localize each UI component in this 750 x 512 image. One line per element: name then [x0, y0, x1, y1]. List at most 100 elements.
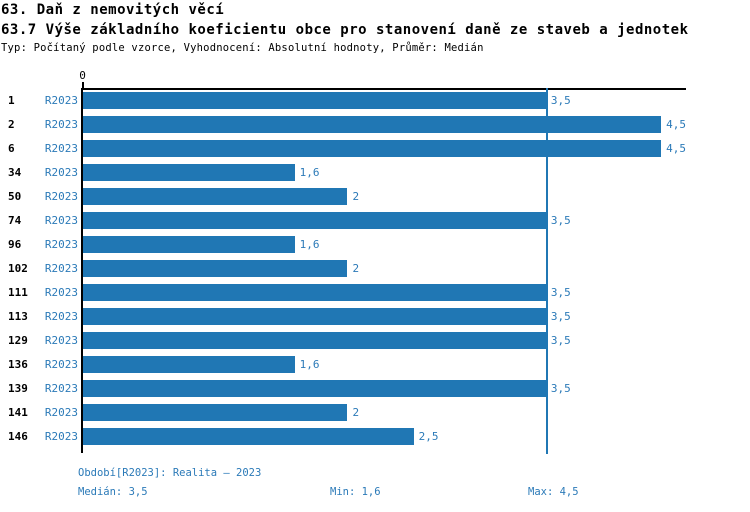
row-period-label: R2023 — [44, 309, 78, 323]
bar-track: 3,5 — [83, 208, 686, 232]
row-period-label: R2023 — [44, 93, 78, 107]
x-axis-line — [81, 88, 686, 90]
row-period-label: R2023 — [44, 333, 78, 347]
bar-track: 1,6 — [83, 160, 686, 184]
chart-row: 34 R2023 1,6 — [0, 160, 750, 184]
row-period-label: R2023 — [44, 381, 78, 395]
bar-value-label: 3,5 — [550, 285, 571, 299]
bar-track: 1,6 — [83, 352, 686, 376]
chart-row: 136 R2023 1,6 — [0, 352, 750, 376]
bar-value-label: 2,5 — [418, 429, 439, 443]
footer-period-info: Období[R2023]: Realita – 2023 — [78, 467, 262, 479]
row-category-label: 74 — [8, 213, 22, 227]
chart-row: 111 R2023 3,5 — [0, 280, 750, 304]
bar-track: 3,5 — [83, 376, 686, 400]
page-title: 63. Daň z nemovitých věcí — [1, 2, 225, 18]
bar-value-label: 1,6 — [299, 357, 320, 371]
bar-value-label: 1,6 — [299, 237, 320, 251]
row-period-label: R2023 — [44, 213, 78, 227]
row-category-label: 102 — [8, 261, 28, 275]
row-category-label: 6 — [8, 141, 15, 155]
row-category-label: 136 — [8, 357, 28, 371]
row-category-label: 139 — [8, 381, 28, 395]
row-period-label: R2023 — [44, 261, 78, 275]
bar-value-label: 4,5 — [666, 141, 686, 155]
chart-row: 50 R2023 2 — [0, 184, 750, 208]
median-reference-line — [545, 88, 548, 454]
bar — [83, 163, 295, 181]
row-period-label: R2023 — [44, 165, 78, 179]
bar — [83, 379, 546, 397]
bar-value-label: 3,5 — [550, 213, 571, 227]
row-category-label: 2 — [8, 117, 15, 131]
bar-track: 1,6 — [83, 232, 686, 256]
row-category-label: 141 — [8, 405, 28, 419]
chart-meta-info: Typ: Počítaný podle vzorce, Vyhodnocení:… — [1, 42, 484, 54]
chart-row: 6 R2023 4,5 — [0, 136, 750, 160]
bar-value-label: 2 — [352, 261, 360, 275]
row-category-label: 146 — [8, 429, 28, 443]
bar-track: 2 — [83, 184, 686, 208]
bar — [83, 283, 546, 301]
row-category-label: 129 — [8, 333, 28, 347]
row-category-label: 50 — [8, 189, 22, 203]
chart-subtitle: 63.7 Výše základního koeficientu obce pr… — [1, 22, 689, 38]
x-axis-zero-tick-mark — [82, 82, 84, 88]
bar-track: 4,5 — [83, 112, 686, 136]
footer-median-value: Medián: 3,5 — [78, 486, 148, 498]
bar — [83, 403, 348, 421]
row-category-label: 96 — [8, 237, 22, 251]
chart-row: 96 R2023 1,6 — [0, 232, 750, 256]
row-period-label: R2023 — [44, 285, 78, 299]
row-period-label: R2023 — [44, 405, 78, 419]
bar — [83, 427, 414, 445]
row-period-label: R2023 — [44, 117, 78, 131]
bar-track: 3,5 — [83, 328, 686, 352]
bar-value-label: 3,5 — [550, 309, 571, 323]
bar — [83, 235, 295, 253]
chart-row: 2 R2023 4,5 — [0, 112, 750, 136]
bar-track: 2,5 — [83, 424, 686, 448]
bar-value-label: 3,5 — [550, 93, 571, 107]
bar-track: 3,5 — [83, 304, 686, 328]
row-period-label: R2023 — [44, 237, 78, 251]
row-category-label: 113 — [8, 309, 28, 323]
chart-row: 141 R2023 2 — [0, 400, 750, 424]
x-axis-zero-tick-label: 0 — [79, 69, 86, 82]
bar-track: 2 — [83, 256, 686, 280]
footer-min-value: Min: 1,6 — [330, 486, 381, 498]
row-period-label: R2023 — [44, 429, 78, 443]
bar — [83, 115, 662, 133]
bar — [83, 91, 546, 109]
chart-row: 102 R2023 2 — [0, 256, 750, 280]
bar — [83, 259, 348, 277]
bar-value-label: 2 — [352, 189, 360, 203]
bar-value-label: 3,5 — [550, 333, 571, 347]
bar-value-label: 2 — [352, 405, 360, 419]
chart-row: 139 R2023 3,5 — [0, 376, 750, 400]
row-period-label: R2023 — [44, 189, 78, 203]
footer-max-value: Max: 4,5 — [528, 486, 579, 498]
bar-value-label: 1,6 — [299, 165, 320, 179]
bar-value-label: 3,5 — [550, 381, 571, 395]
bar — [83, 187, 348, 205]
bar — [83, 355, 295, 373]
bar-track: 3,5 — [83, 88, 686, 112]
bar-track: 3,5 — [83, 280, 686, 304]
chart-row: 74 R2023 3,5 — [0, 208, 750, 232]
row-period-label: R2023 — [44, 141, 78, 155]
y-axis-line — [81, 88, 83, 453]
bar-chart-rows: 1 R2023 3,5 2 R2023 4,5 6 R2023 4,5 34 R2023 1,6 50 R… — [0, 88, 750, 448]
bar — [83, 139, 662, 157]
bar-track: 2 — [83, 400, 686, 424]
bar — [83, 331, 546, 349]
row-category-label: 1 — [8, 93, 15, 107]
bar — [83, 307, 546, 325]
bar — [83, 211, 546, 229]
bar-track: 4,5 — [83, 136, 686, 160]
row-category-label: 111 — [8, 285, 28, 299]
chart-row: 113 R2023 3,5 — [0, 304, 750, 328]
chart-row: 146 R2023 2,5 — [0, 424, 750, 448]
row-period-label: R2023 — [44, 357, 78, 371]
